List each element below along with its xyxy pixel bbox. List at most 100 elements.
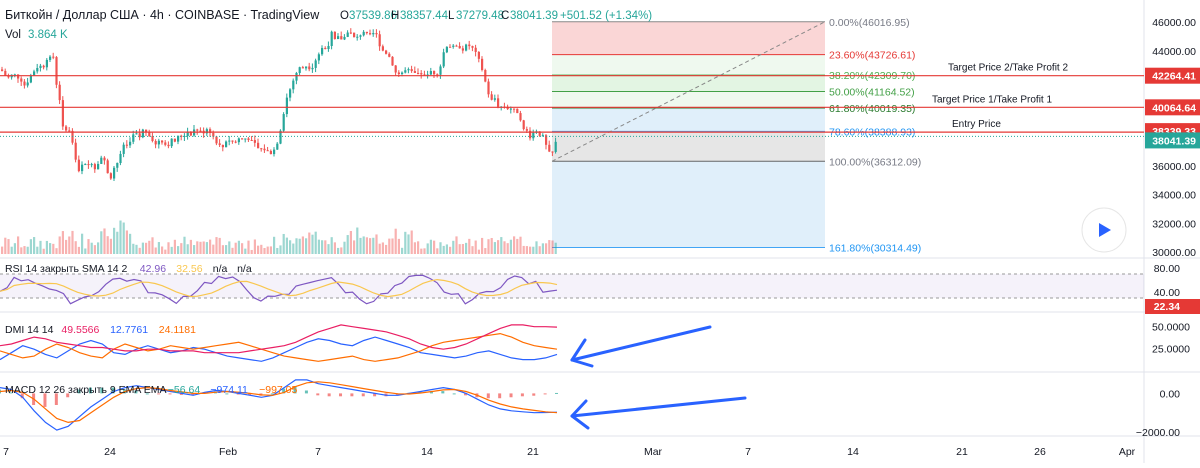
candle-body xyxy=(231,140,234,142)
macd-histogram-bar xyxy=(464,393,468,396)
volume-value: 3.864 K xyxy=(28,29,68,41)
volume-bar xyxy=(439,242,442,254)
price-label-text: 42264.41 xyxy=(1152,71,1196,83)
volume-bar xyxy=(132,243,135,254)
macd-histogram-bar xyxy=(361,393,365,397)
volume-bar xyxy=(42,248,45,254)
candle-body xyxy=(490,94,493,100)
volume-bar xyxy=(241,243,244,254)
macd-histogram-bar xyxy=(77,389,81,394)
macd-histogram-bar xyxy=(248,393,252,396)
candle-body xyxy=(420,73,423,75)
volume-bar xyxy=(369,238,372,254)
volume-bar xyxy=(349,230,352,254)
candle-body xyxy=(369,33,372,35)
volume-bar xyxy=(343,241,346,254)
volume-bar xyxy=(545,243,548,254)
candle-body xyxy=(497,98,500,107)
volume-bar xyxy=(535,241,538,254)
fib-level-label: 50.00%(41164.52) xyxy=(829,87,915,99)
candle-body xyxy=(532,132,535,139)
volume-bar xyxy=(429,239,432,254)
candle-body xyxy=(477,51,480,59)
fib-zone xyxy=(552,75,825,92)
volume-bar xyxy=(442,245,445,254)
candle-body xyxy=(170,138,173,147)
volume-bar xyxy=(397,238,400,254)
candle-body xyxy=(468,44,471,47)
candle-body xyxy=(474,47,477,52)
candle-body xyxy=(84,164,87,166)
volume-bar xyxy=(385,244,388,254)
price-tick: 34000.00 xyxy=(1152,190,1196,202)
candle-body xyxy=(253,140,256,143)
fib-zone xyxy=(552,91,825,108)
candle-body xyxy=(541,135,544,137)
candle-body xyxy=(401,72,404,75)
candle-body xyxy=(519,113,522,121)
volume-bar xyxy=(7,239,10,254)
fib-level-label: 0.00%(46016.95) xyxy=(829,17,910,29)
candle-body xyxy=(516,108,519,114)
candle-body xyxy=(346,32,349,37)
candle-body xyxy=(148,131,151,137)
macd-histogram-bar xyxy=(373,393,377,397)
candle-body xyxy=(337,36,340,40)
volume-bar xyxy=(263,247,266,254)
volume-bar xyxy=(506,243,509,254)
volume-bar xyxy=(23,246,26,254)
time-tick: 14 xyxy=(421,446,433,458)
ohlc-high-label: H xyxy=(391,10,399,22)
horizontal-lines: Target Price 2/Take Profit 2 Target Price… xyxy=(0,63,1144,137)
volume-bar xyxy=(449,246,452,254)
volume-bar xyxy=(516,238,519,254)
candle-body xyxy=(13,74,16,76)
volume-bar xyxy=(340,247,343,254)
macd-histogram-bar xyxy=(191,393,195,396)
dmi-line xyxy=(0,336,558,362)
indicator-title: MACD 12 26 закрыть 9 EMA EMA xyxy=(5,384,166,396)
volume-bar xyxy=(490,238,493,254)
volume-bar xyxy=(519,236,522,254)
volume-bar xyxy=(138,247,141,254)
candle-body xyxy=(269,150,272,155)
macd-histogram-bar xyxy=(520,393,524,397)
price-label-box xyxy=(1145,67,1200,84)
indicator-value: −56.64 xyxy=(168,384,201,396)
volume-bar xyxy=(49,243,52,254)
candle-body xyxy=(330,31,333,46)
candle-body xyxy=(81,164,84,172)
macd-histogram-bar xyxy=(350,393,354,397)
macd-histogram-bar xyxy=(236,393,240,395)
indicator-title: RSI 14 закрыть SMA 14 2 xyxy=(5,263,128,275)
candle-body xyxy=(461,48,464,51)
volume-bar xyxy=(93,245,96,254)
candle-body xyxy=(234,141,237,143)
candle-body xyxy=(289,89,292,98)
candle-body xyxy=(449,46,452,48)
candle-body xyxy=(263,148,266,151)
volume-bar xyxy=(84,248,87,254)
dmi-tick: 25.0000 xyxy=(1152,343,1190,355)
play-button[interactable] xyxy=(1081,207,1127,253)
volume-bar xyxy=(436,248,439,254)
volume-bar xyxy=(113,227,116,254)
volume-bar xyxy=(135,244,138,254)
volume-bar xyxy=(391,238,394,254)
ohlc-low: 37279.48 xyxy=(456,10,504,22)
candle-body xyxy=(55,57,58,85)
candle-body xyxy=(183,135,186,137)
macd-tick: 0.00 xyxy=(1160,388,1181,400)
macd-tick: −2000.00 xyxy=(1136,427,1180,439)
price-tick: 44000.00 xyxy=(1152,46,1196,58)
volume-bar xyxy=(500,237,503,254)
volume-bar xyxy=(551,240,554,254)
volume-bar xyxy=(202,241,205,254)
volume-bar xyxy=(45,240,48,254)
candle-body xyxy=(106,160,109,174)
candle-body xyxy=(295,72,298,81)
time-tick: Mar xyxy=(644,446,663,458)
fib-zone xyxy=(552,107,825,132)
volume-bar xyxy=(13,243,16,254)
